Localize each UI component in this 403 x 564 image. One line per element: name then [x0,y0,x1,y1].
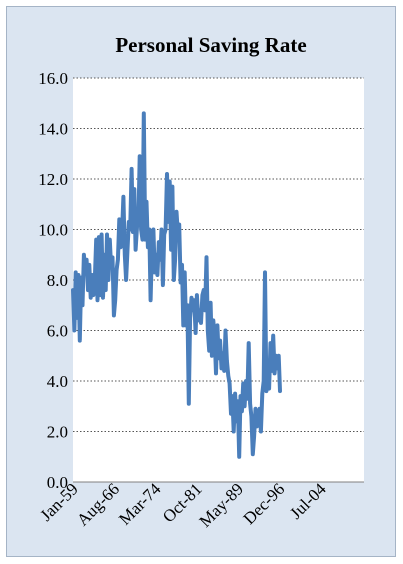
y-tick-label: 8.0 [47,271,68,290]
x-tick-label: May-89 [196,479,247,530]
x-tick-label: Dec-96 [240,479,289,528]
series-line [71,111,282,459]
y-tick-label: 6.0 [47,322,68,341]
y-tick-label: 16.0 [38,69,68,88]
y-tick-label: 10.0 [38,221,68,240]
x-tick-label: Jul-04 [286,479,330,523]
x-tick-label: Mar-74 [115,479,165,529]
gridlines [73,77,364,432]
y-tick-label: 12.0 [38,170,68,189]
y-axis-ticks: 0.0 2.0 4.0 6.0 8.0 10.0 12.0 14.0 16.0 [38,69,68,492]
x-axis-ticks: Jan-59Aug-66Mar-74Oct-81May-89Dec-96Jul-… [36,479,330,531]
x-tick-label: Aug-66 [73,479,123,529]
y-tick-label: 4.0 [47,372,68,391]
y-tick-label: 0.0 [47,473,68,492]
y-tick-label: 2.0 [47,423,68,442]
chart-title: Personal Saving Rate [115,33,306,57]
y-tick-label: 14.0 [38,120,68,139]
